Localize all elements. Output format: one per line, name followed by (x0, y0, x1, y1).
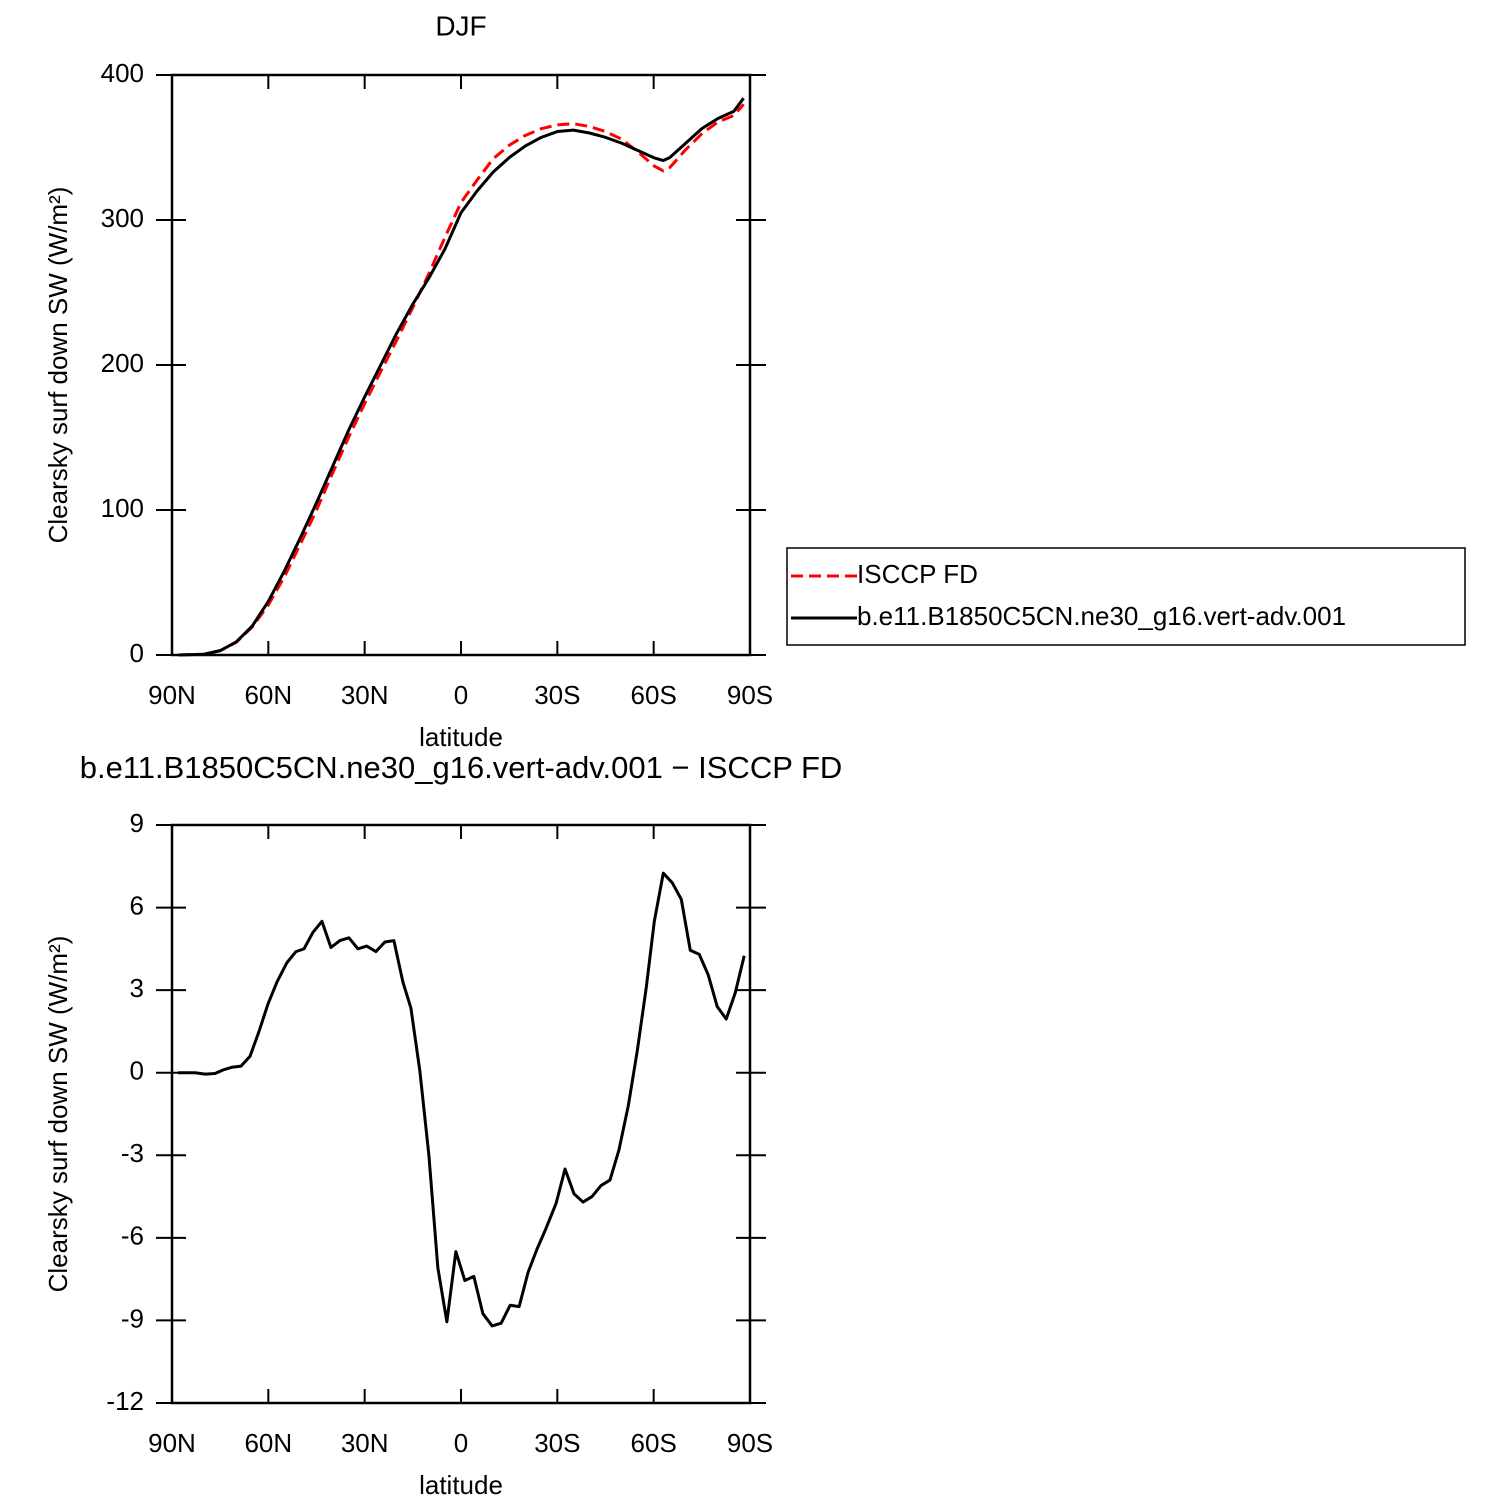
legend-label: ISCCP FD (857, 559, 978, 589)
y-tick-label: -6 (121, 1221, 144, 1251)
x-tick-label: 90S (727, 680, 773, 710)
x-axis-label: latitude (419, 722, 503, 752)
y-tick-label: 9 (130, 808, 144, 838)
y-tick-label: 0 (130, 638, 144, 668)
x-tick-label: 60S (631, 680, 677, 710)
y-tick-label: 3 (130, 973, 144, 1003)
y-tick-label: 200 (101, 348, 144, 378)
y-tick-label: 300 (101, 203, 144, 233)
data-line (178, 103, 745, 657)
x-tick-label: 30N (341, 1428, 389, 1458)
y-axis-label: Clearsky surf down SW (W/m²) (43, 187, 73, 544)
data-line (178, 97, 745, 657)
x-tick-label: 0 (454, 1428, 468, 1458)
x-tick-label: 90N (148, 1428, 196, 1458)
x-tick-label: 30S (534, 1428, 580, 1458)
data-line (178, 871, 746, 1328)
legend-box (786, 547, 1466, 646)
chart-title: DJF (435, 10, 486, 41)
x-tick-label: 90S (727, 1428, 773, 1458)
x-tick-label: 90N (148, 680, 196, 710)
x-tick-label: 60S (631, 1428, 677, 1458)
y-tick-label: 400 (101, 58, 144, 88)
y-tick-label: 6 (130, 890, 144, 920)
y-tick-label: 0 (130, 1056, 144, 1086)
x-tick-label: 30N (341, 680, 389, 710)
plot-frame (170, 823, 752, 1405)
chart-title: b.e11.B1850C5CN.ne30_g16.vert-adv.001 − … (80, 750, 843, 785)
y-tick-label: -12 (106, 1386, 144, 1416)
y-tick-label: -9 (121, 1303, 144, 1333)
y-tick-label: 100 (101, 493, 144, 523)
x-tick-label: 60N (244, 680, 292, 710)
x-tick-label: 30S (534, 680, 580, 710)
y-tick-label: -3 (121, 1138, 144, 1168)
x-tick-label: 60N (244, 1428, 292, 1458)
legend-label: b.e11.B1850C5CN.ne30_g16.vert-adv.001 (857, 601, 1346, 631)
plot-frame (170, 73, 752, 657)
x-axis-label: latitude (419, 1470, 503, 1500)
x-tick-label: 0 (454, 680, 468, 710)
y-axis-label: Clearsky surf down SW (W/m²) (43, 936, 73, 1293)
